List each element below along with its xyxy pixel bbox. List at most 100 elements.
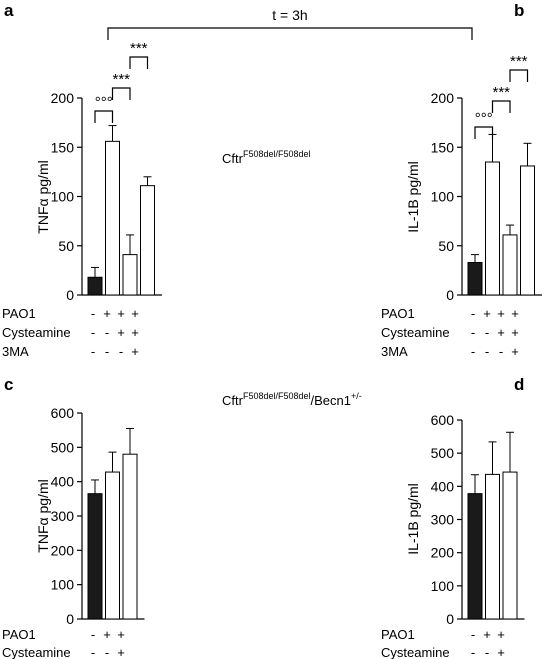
- bar-4: [520, 165, 535, 296]
- condition-mark: +: [131, 306, 139, 321]
- condition-mark: -: [499, 344, 503, 359]
- genotype-bottom-sup: F508del/F508del: [243, 391, 311, 401]
- genotype-bottom-base: Cftr: [222, 393, 244, 408]
- significance-bracket-1: [94, 110, 114, 123]
- y-axis-label: IL-1B pg/ml: [405, 483, 421, 555]
- condition-mark: +: [117, 306, 125, 321]
- significance-label-2: ***: [492, 84, 510, 101]
- bar-1: [467, 493, 483, 620]
- genotype-label-bottom: CftrF508del/F508del/Becn1+/-: [222, 391, 362, 408]
- condition-mark: +: [511, 344, 519, 359]
- y-tick-label: 200: [51, 90, 75, 106]
- y-tick-label: 100: [431, 189, 455, 205]
- y-axis-label: TNFα pg/ml: [35, 479, 51, 552]
- condition-label-pao1: PAO1: [2, 306, 36, 321]
- condition-mark: +: [131, 344, 139, 359]
- time-label: t = 3h: [272, 7, 307, 23]
- y-tick-label: 600: [51, 405, 75, 421]
- significance-label-2: ***: [112, 71, 130, 88]
- significance-bracket-1: [474, 126, 494, 139]
- condition-mark: +: [497, 645, 505, 659]
- condition-mark: +: [103, 627, 111, 642]
- condition-mark: -: [471, 344, 475, 359]
- genotype-bottom-sup2: +/-: [351, 391, 362, 401]
- y-tick-label: 50: [438, 238, 454, 254]
- condition-mark: -: [471, 306, 475, 321]
- bar-3: [502, 471, 518, 620]
- condition-mark: -: [485, 645, 489, 659]
- condition-label-3ma: 3MA: [2, 344, 29, 359]
- condition-label-pao1: PAO1: [381, 627, 415, 642]
- condition-mark: -: [119, 344, 123, 359]
- bar-2: [485, 161, 500, 296]
- bar-3: [502, 234, 518, 296]
- y-tick-label: 0: [66, 611, 74, 627]
- condition-mark: +: [497, 627, 505, 642]
- bar-1: [467, 261, 483, 296]
- condition-mark: +: [117, 325, 125, 340]
- condition-mark: -: [91, 627, 95, 642]
- condition-mark: +: [117, 645, 125, 659]
- time-bracket-line: [107, 27, 473, 40]
- significance-label-3: ***: [510, 53, 528, 70]
- significance-bracket-2: [491, 100, 511, 113]
- condition-label-3ma: 3MA: [381, 344, 408, 359]
- panel-letter-d: d: [514, 375, 524, 394]
- condition-label-cysteamine: Cysteamine: [2, 645, 71, 659]
- condition-mark: +: [483, 627, 491, 642]
- panel-letter-b: b: [514, 1, 524, 20]
- condition-mark: -: [105, 325, 109, 340]
- y-tick-label: 500: [51, 439, 75, 455]
- panel-letter-a: a: [4, 1, 14, 20]
- significance-label-3: ***: [130, 40, 148, 57]
- condition-mark: -: [91, 645, 95, 659]
- genotype-bottom-mid: /Becn1: [311, 393, 351, 408]
- condition-mark: +: [511, 325, 519, 340]
- y-tick-label: 500: [431, 445, 455, 461]
- y-tick-label: 100: [51, 577, 75, 593]
- condition-mark: -: [485, 344, 489, 359]
- significance-bracket-2: [111, 87, 131, 100]
- condition-label-cysteamine: Cysteamine: [2, 325, 71, 340]
- bar-1: [87, 276, 103, 296]
- condition-mark: -: [105, 344, 109, 359]
- y-tick-label: 200: [431, 545, 455, 561]
- y-tick-label: 0: [446, 287, 454, 303]
- condition-mark: +: [103, 306, 111, 321]
- condition-mark: +: [483, 306, 491, 321]
- y-tick-label: 0: [446, 611, 454, 627]
- significance-label-1: °°°: [475, 110, 493, 127]
- condition-mark: -: [91, 325, 95, 340]
- y-axis-label: TNFα pg/ml: [35, 160, 51, 233]
- bar-2: [105, 471, 120, 620]
- y-tick-label: 150: [431, 139, 455, 155]
- condition-mark: -: [91, 344, 95, 359]
- y-tick-label: 50: [58, 238, 74, 254]
- condition-label-cysteamine: Cysteamine: [381, 645, 450, 659]
- condition-mark: +: [117, 627, 125, 642]
- significance-bracket-3: [129, 56, 149, 69]
- genotype-top-sup: F508del/F508del: [243, 149, 311, 159]
- condition-mark: -: [485, 325, 489, 340]
- condition-label-pao1: PAO1: [381, 306, 415, 321]
- y-tick-label: 0: [66, 287, 74, 303]
- y-tick-label: 150: [51, 139, 75, 155]
- condition-mark: -: [105, 645, 109, 659]
- y-tick-label: 200: [431, 90, 455, 106]
- condition-label-cysteamine: Cysteamine: [381, 325, 450, 340]
- significance-label-1: °°°: [95, 94, 113, 111]
- condition-mark: +: [497, 306, 505, 321]
- y-tick-label: 200: [51, 542, 75, 558]
- condition-mark: +: [497, 325, 505, 340]
- condition-mark: -: [471, 645, 475, 659]
- condition-mark: -: [471, 627, 475, 642]
- bar-3: [122, 254, 138, 296]
- y-tick-label: 600: [431, 412, 455, 428]
- bar-2: [105, 140, 120, 296]
- condition-mark: +: [131, 325, 139, 340]
